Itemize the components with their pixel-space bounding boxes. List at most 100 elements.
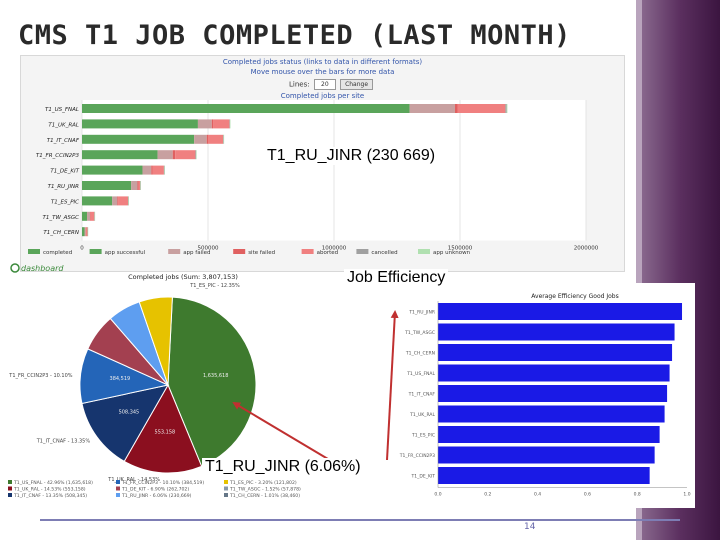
efficiency-bar[interactable] <box>438 385 668 402</box>
bar-segment[interactable] <box>229 119 231 129</box>
category-label: T1_FR_CCIN2P3 <box>399 453 435 459</box>
bar-segment[interactable] <box>82 165 143 175</box>
efficiency-bar[interactable] <box>438 426 660 443</box>
bar-segment[interactable] <box>152 165 164 175</box>
bar-segment[interactable] <box>82 150 158 160</box>
pie-slice[interactable] <box>81 384 169 463</box>
bar-segment[interactable] <box>140 181 141 190</box>
pie-slice[interactable] <box>138 296 173 386</box>
x-tick-label: 0 <box>80 246 84 252</box>
bar-segment[interactable] <box>208 134 224 144</box>
page-number: 14 <box>524 522 536 532</box>
efficiency-bar[interactable] <box>438 405 665 423</box>
legend-label: app successful <box>105 250 146 256</box>
bar-segment[interactable] <box>94 211 95 221</box>
bar-segment[interactable] <box>82 134 195 144</box>
bar-segment[interactable] <box>138 181 141 190</box>
legend-label: completed <box>43 250 72 256</box>
pie-value-label: 1,635,618 <box>203 373 228 379</box>
pie-slice[interactable] <box>123 383 203 474</box>
category-label: T1_ES_PIC <box>411 433 435 439</box>
bar-segment[interactable] <box>223 134 225 144</box>
bar-segment[interactable] <box>195 150 197 160</box>
legend-label: app unknown <box>433 250 471 256</box>
bar-segment[interactable] <box>131 181 138 190</box>
bar-segment[interactable] <box>164 165 165 175</box>
bar-segment[interactable] <box>175 150 196 160</box>
category-label: T1_TW_ASGC <box>42 215 79 221</box>
bar-segment[interactable] <box>409 104 455 113</box>
pie-callout: T1_ES_PIC - 12.35% <box>189 283 240 289</box>
bar-segment[interactable] <box>82 104 410 113</box>
efficiency-bar[interactable] <box>438 467 650 484</box>
efficiency-bar[interactable] <box>438 446 655 464</box>
category-label: T1_DE_KIT <box>50 169 79 175</box>
bar-segment[interactable] <box>118 196 129 206</box>
bar-segment[interactable] <box>213 119 230 129</box>
bar-segment[interactable] <box>85 227 87 237</box>
bar-segment[interactable] <box>229 119 230 129</box>
bar-segment[interactable] <box>142 165 152 175</box>
bar-segment[interactable] <box>172 150 176 160</box>
bar-segment[interactable] <box>112 196 118 206</box>
average-efficiency-chart: Average Efficiency Good Jobs T1_RU_JINR T1… <box>395 283 695 508</box>
legend-swatch <box>89 249 102 254</box>
bar-segment[interactable] <box>94 211 96 221</box>
x-tick-label: 0.2 <box>484 492 491 498</box>
x-tick-label: 0.0 <box>434 492 441 498</box>
legend-label: aborted <box>317 250 339 256</box>
x-tick-label: 1500000 <box>448 246 473 252</box>
efficiency-bar[interactable] <box>438 323 675 341</box>
bar-segment[interactable] <box>86 227 88 237</box>
legend-label: T1_ES_PIC - 3.20% (121,802) <box>229 480 297 486</box>
bar-segment[interactable] <box>82 181 132 190</box>
completed-jobs-pie-chart: dashboard Completed jobs (Sum: 3,807,153)… <box>8 263 301 499</box>
legend-label: site failed <box>248 250 275 256</box>
efficiency-bar[interactable] <box>438 364 670 382</box>
x-tick-label: 1000000 <box>322 246 347 252</box>
bar-segment[interactable] <box>82 196 113 206</box>
legend-swatch <box>8 486 12 491</box>
bar-segment[interactable] <box>197 119 212 129</box>
legend-swatch <box>28 249 40 254</box>
category-label: T1_RU_JINR <box>48 184 80 190</box>
bar-segment[interactable] <box>506 104 508 113</box>
efficiency-bar[interactable] <box>438 303 683 320</box>
panel-heading-formats[interactable]: Completed jobs status (links to data in … <box>222 58 423 66</box>
bar-segment[interactable] <box>211 119 214 129</box>
ru-jinr-efficiency-label: T1_RU_JINR (6.06%) <box>202 458 364 476</box>
bar-segment[interactable] <box>223 134 224 144</box>
bar-segment[interactable] <box>163 165 165 175</box>
bar-segment[interactable] <box>82 227 85 237</box>
lines-input[interactable]: 20 <box>313 79 336 90</box>
bar-segment[interactable] <box>194 134 207 144</box>
legend-label: T1_FR_CCIN2P3 - 10.10% (384,519) <box>121 480 204 486</box>
bar-segment[interactable] <box>87 211 91 221</box>
bar-segment[interactable] <box>128 196 129 206</box>
category-label: T1_US_FNAL <box>406 371 435 377</box>
bar-segment[interactable] <box>196 150 197 160</box>
bar-segment[interactable] <box>128 196 129 206</box>
bar-segment[interactable] <box>87 227 89 237</box>
category-label: T1_UK_RAL <box>48 122 79 128</box>
bar-segment[interactable] <box>82 211 88 221</box>
bar-segment[interactable] <box>151 165 153 175</box>
bar-segment[interactable] <box>90 211 91 221</box>
bar-segment[interactable] <box>157 150 173 160</box>
efficiency-bar[interactable] <box>438 344 673 361</box>
change-button[interactable]: Change <box>340 79 374 90</box>
legend-swatch <box>301 249 314 254</box>
bar-segment[interactable] <box>140 181 141 190</box>
bar-segment[interactable] <box>82 119 198 129</box>
x-tick-label: 2000000 <box>574 246 599 252</box>
bar-segment[interactable] <box>457 104 506 113</box>
bar-segment[interactable] <box>90 211 95 221</box>
bar-segment[interactable] <box>137 181 139 190</box>
legend-swatch <box>233 249 246 254</box>
bar-segment[interactable] <box>117 196 119 206</box>
pie-slice[interactable] <box>167 296 257 467</box>
bar-segment[interactable] <box>84 227 86 237</box>
bar-segment[interactable] <box>206 134 208 144</box>
bar-segment[interactable] <box>454 104 458 113</box>
bar-segment[interactable] <box>505 104 507 113</box>
